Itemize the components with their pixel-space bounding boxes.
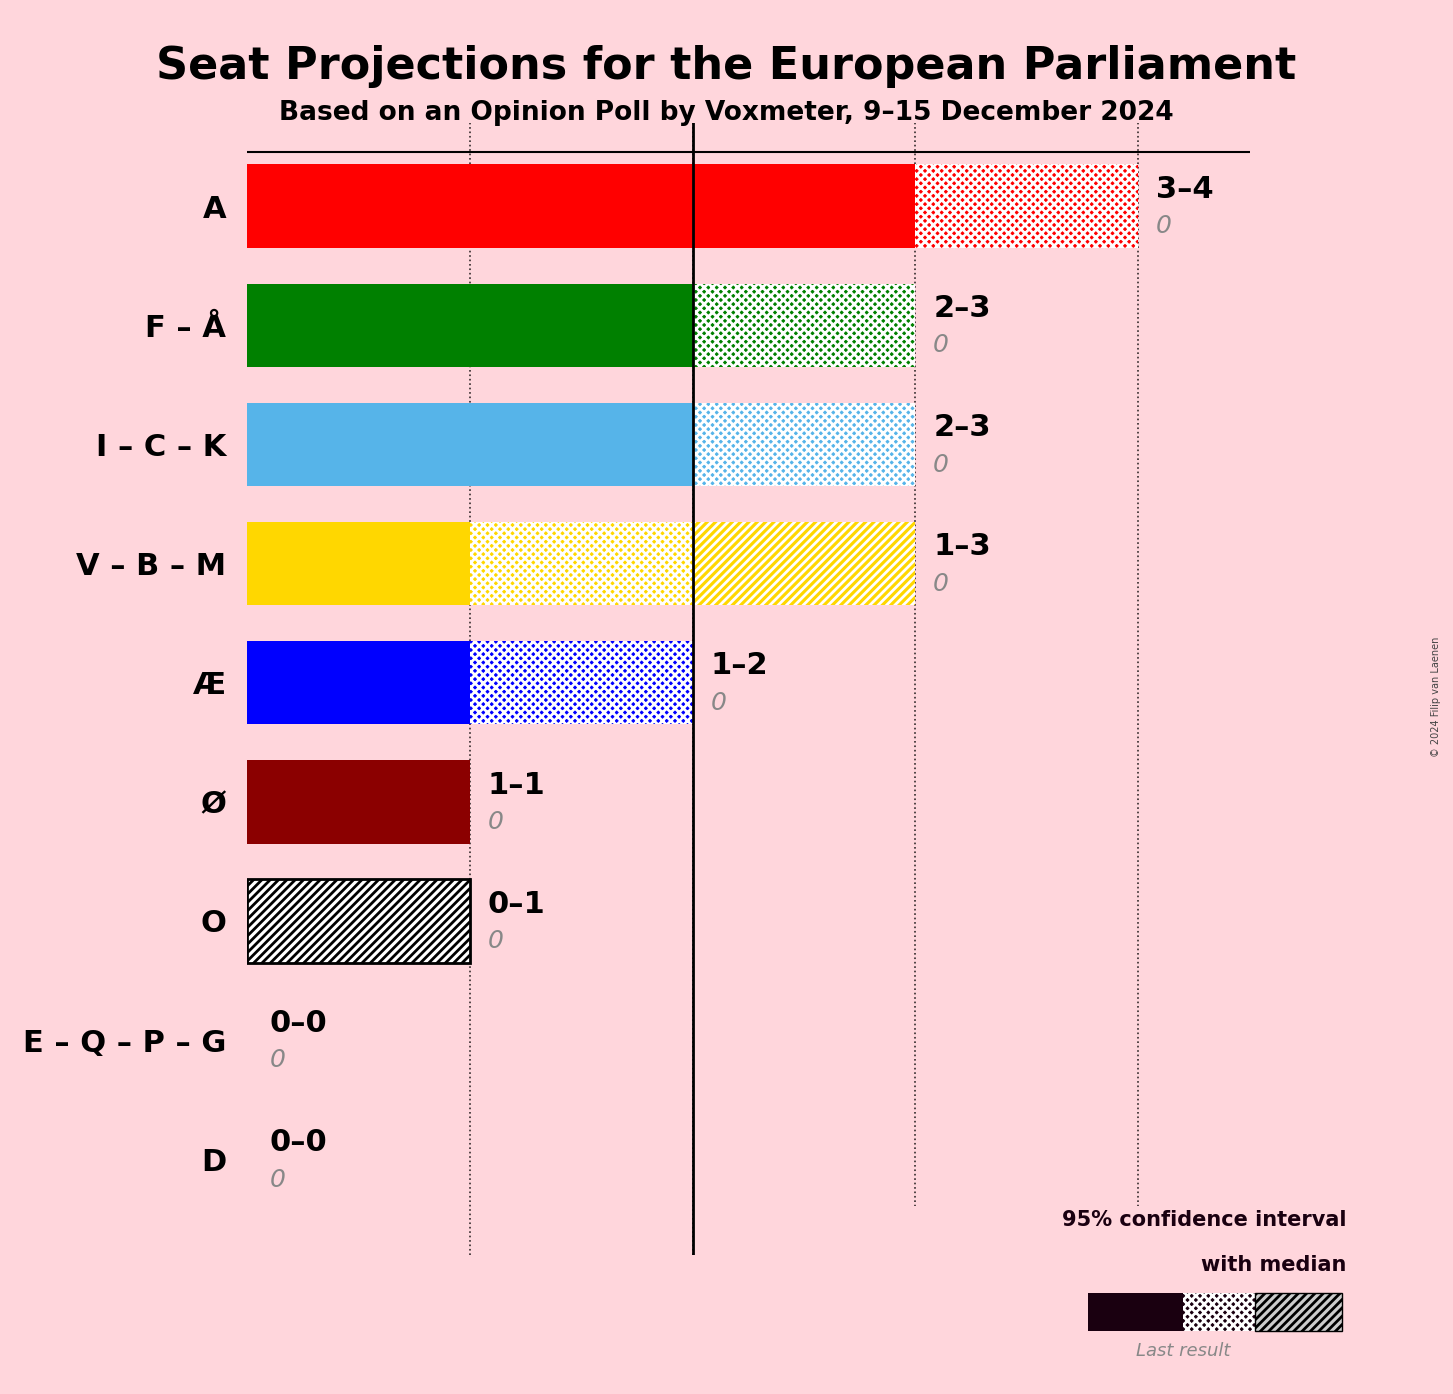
Text: Based on an Opinion Poll by Voxmeter, 9–15 December 2024: Based on an Opinion Poll by Voxmeter, 9–…: [279, 100, 1174, 127]
Text: © 2024 Filip van Laenen: © 2024 Filip van Laenen: [1431, 637, 1440, 757]
Text: with median: with median: [1202, 1255, 1347, 1276]
Text: Seat Projections for the European Parliament: Seat Projections for the European Parlia…: [157, 45, 1296, 88]
Bar: [693, 283, 915, 367]
Text: 0: 0: [1157, 215, 1173, 238]
Text: 0–1: 0–1: [488, 889, 545, 919]
Bar: [693, 521, 915, 605]
Text: 3–4: 3–4: [1157, 174, 1213, 204]
Text: 0: 0: [933, 453, 949, 477]
Text: 0: 0: [933, 333, 949, 357]
Bar: [1255, 1292, 1341, 1331]
Bar: [469, 641, 693, 725]
Text: 0–0: 0–0: [269, 1009, 327, 1039]
Bar: [247, 403, 693, 487]
Text: 1–2: 1–2: [711, 651, 769, 680]
Text: 0: 0: [711, 691, 726, 715]
Text: 0: 0: [933, 572, 949, 595]
Text: 1–3: 1–3: [933, 533, 991, 562]
Bar: [469, 521, 693, 605]
Text: Last result: Last result: [1136, 1342, 1231, 1361]
Text: 1–1: 1–1: [488, 771, 545, 800]
Bar: [1183, 1292, 1255, 1331]
Bar: [693, 403, 915, 487]
Text: 0–0: 0–0: [269, 1128, 327, 1157]
Text: 2–3: 2–3: [933, 413, 991, 442]
Bar: [247, 880, 469, 963]
Bar: [247, 760, 469, 843]
Text: 95% confidence interval: 95% confidence interval: [1062, 1210, 1347, 1230]
Text: 0: 0: [269, 1048, 285, 1072]
Bar: [247, 641, 469, 725]
Bar: [1087, 1292, 1183, 1331]
Bar: [247, 164, 915, 248]
Bar: [915, 164, 1138, 248]
Text: 0: 0: [488, 930, 504, 953]
Text: 0: 0: [269, 1168, 285, 1192]
Text: 0: 0: [488, 810, 504, 834]
Bar: [247, 283, 693, 367]
Text: 2–3: 2–3: [933, 294, 991, 323]
Bar: [247, 521, 469, 605]
